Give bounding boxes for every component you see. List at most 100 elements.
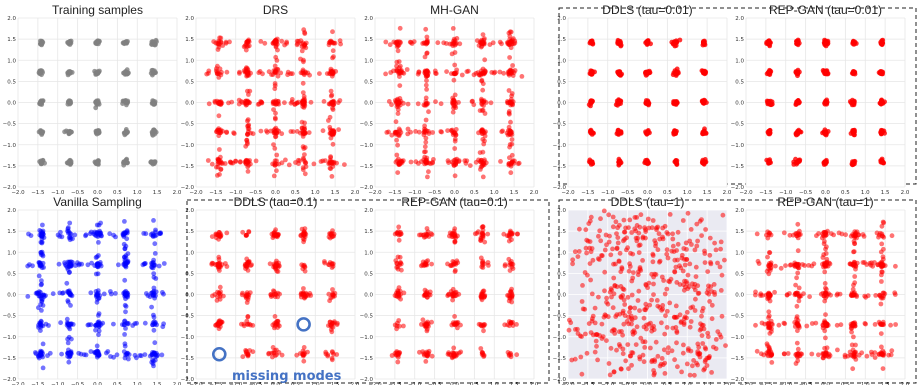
data-point bbox=[787, 232, 793, 238]
data-point bbox=[58, 229, 63, 235]
data-point bbox=[273, 110, 278, 116]
data-point bbox=[389, 132, 395, 138]
data-point bbox=[394, 104, 400, 110]
data-point bbox=[719, 272, 725, 278]
data-point bbox=[643, 72, 649, 78]
data-point bbox=[664, 325, 670, 330]
data-point bbox=[506, 256, 512, 262]
data-point bbox=[508, 45, 514, 51]
data-point bbox=[302, 268, 308, 274]
scatter-points bbox=[383, 25, 525, 180]
y-tick-label: 1.5 bbox=[7, 229, 16, 235]
data-point bbox=[595, 256, 601, 262]
data-point bbox=[614, 347, 619, 353]
x-tick-label: 1.5 bbox=[510, 382, 519, 385]
data-point bbox=[705, 330, 711, 336]
data-point bbox=[303, 130, 308, 136]
data-point bbox=[822, 68, 827, 74]
data-point bbox=[300, 67, 306, 73]
y-tick-label: 0.5 bbox=[7, 79, 16, 85]
data-point bbox=[629, 230, 635, 235]
data-point bbox=[143, 231, 149, 237]
y-tick-label: 0.0 bbox=[185, 101, 194, 107]
data-point bbox=[674, 328, 680, 334]
x-tick-label: 2.0 bbox=[901, 190, 910, 196]
data-point bbox=[690, 363, 695, 369]
data-point bbox=[631, 270, 636, 275]
data-point bbox=[720, 212, 726, 218]
data-point bbox=[427, 289, 433, 295]
data-point bbox=[594, 343, 599, 349]
y-tick-label: 1.5 bbox=[735, 229, 744, 235]
data-point bbox=[95, 261, 100, 267]
data-point bbox=[485, 231, 491, 237]
data-point bbox=[327, 231, 332, 237]
data-point bbox=[653, 339, 659, 345]
data-point bbox=[507, 144, 512, 150]
data-point bbox=[33, 351, 39, 357]
data-point bbox=[685, 272, 691, 278]
data-point bbox=[648, 320, 653, 326]
data-point bbox=[681, 320, 687, 326]
x-tick-label: 0.0 bbox=[821, 382, 830, 385]
x-tick-label: 0.5 bbox=[470, 382, 479, 385]
data-point bbox=[245, 297, 251, 302]
data-point bbox=[638, 212, 644, 218]
x-tick-label: −0.5 bbox=[71, 382, 85, 385]
data-point bbox=[478, 255, 484, 261]
data-point bbox=[612, 331, 618, 336]
data-point bbox=[588, 159, 594, 165]
subplot-title: REP-GAN (tau=0.1) bbox=[401, 195, 507, 209]
data-point bbox=[696, 290, 702, 296]
data-point bbox=[216, 326, 222, 332]
data-point bbox=[404, 67, 410, 72]
data-point bbox=[621, 321, 627, 327]
data-point bbox=[330, 287, 335, 292]
data-point bbox=[656, 231, 662, 237]
data-point bbox=[88, 322, 94, 328]
data-point bbox=[237, 159, 243, 165]
data-point bbox=[888, 322, 893, 328]
data-point bbox=[636, 288, 642, 294]
data-point bbox=[96, 321, 102, 326]
data-point bbox=[856, 352, 862, 358]
data-point bbox=[288, 71, 293, 77]
data-point bbox=[824, 345, 830, 351]
data-point bbox=[224, 230, 230, 236]
data-point bbox=[627, 217, 633, 223]
data-point bbox=[94, 230, 100, 236]
data-point bbox=[229, 99, 235, 105]
data-point bbox=[95, 69, 101, 75]
data-point bbox=[679, 369, 684, 375]
data-point bbox=[396, 42, 402, 48]
data-point bbox=[620, 286, 626, 292]
x-tick-label: −0.5 bbox=[428, 190, 442, 196]
x-tick-label: −0.5 bbox=[249, 382, 263, 385]
data-point bbox=[852, 241, 857, 246]
data-point bbox=[627, 305, 633, 311]
y-tick-label: 1.0 bbox=[557, 58, 566, 64]
data-point bbox=[116, 262, 121, 268]
data-point bbox=[795, 42, 801, 48]
data-point bbox=[650, 218, 656, 223]
data-point bbox=[636, 250, 642, 256]
data-point bbox=[243, 66, 249, 72]
data-point bbox=[420, 349, 426, 354]
data-point bbox=[822, 269, 828, 275]
data-point bbox=[638, 335, 644, 341]
data-point bbox=[420, 232, 426, 238]
data-point bbox=[145, 293, 151, 298]
data-point bbox=[674, 248, 679, 253]
data-point bbox=[793, 282, 798, 288]
data-point bbox=[212, 98, 218, 104]
data-point bbox=[576, 249, 582, 254]
data-point bbox=[478, 167, 483, 172]
data-point bbox=[302, 43, 307, 48]
data-point bbox=[266, 69, 272, 75]
data-point bbox=[677, 37, 683, 43]
y-tick-label: 1.0 bbox=[735, 250, 744, 256]
data-point bbox=[614, 131, 620, 137]
scatter-points bbox=[586, 37, 709, 168]
data-point bbox=[589, 71, 595, 77]
data-point bbox=[635, 298, 641, 303]
